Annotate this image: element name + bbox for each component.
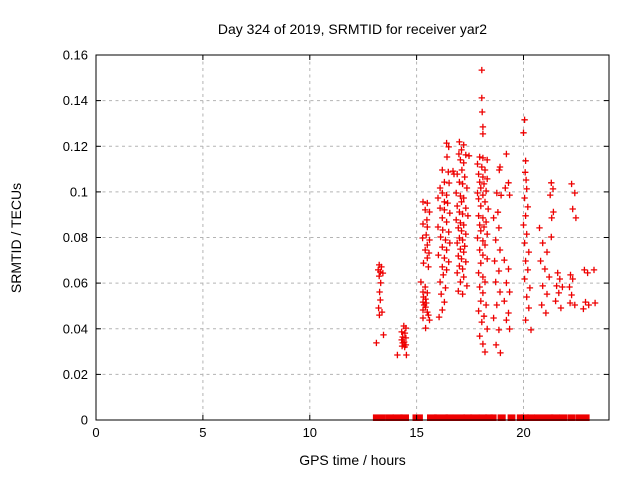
zero-value-marker-block: [583, 414, 590, 421]
zero-value-marker-block: [412, 414, 423, 421]
x-tick-label: 20: [516, 425, 530, 440]
zero-value-marker-block: [392, 414, 403, 421]
zero-value-marker-block: [567, 414, 576, 421]
zero-value-marker-block: [485, 414, 493, 421]
y-tick-label: 0: [81, 413, 88, 428]
y-tick-label: 0.14: [63, 93, 88, 108]
zero-value-marker-block: [526, 414, 535, 421]
y-tick-label: 0.1: [70, 184, 88, 199]
y-tick-label: 0.02: [63, 367, 88, 382]
y-tick-label: 0.06: [63, 276, 88, 291]
zero-value-marker-block: [490, 414, 497, 421]
zero-value-marker-block: [507, 414, 516, 421]
zero-value-marker-block: [497, 414, 506, 421]
zero-value-marker-block: [452, 414, 465, 421]
y-tick-label: 0.04: [63, 321, 88, 336]
y-axis-label: SRMTID / TECUs: [8, 182, 24, 294]
zero-value-marker-block: [478, 414, 488, 421]
zero-value-marker-block: [433, 414, 448, 421]
zero-value-marker-block: [575, 414, 584, 421]
x-tick-label: 10: [303, 425, 317, 440]
zero-value-marker-block: [534, 414, 554, 421]
zero-value-marker-block: [550, 414, 560, 421]
x-tick-label: 5: [199, 425, 206, 440]
zero-value-marker-block: [400, 414, 409, 421]
zero-value-marker-block: [520, 414, 529, 421]
zero-value-marker-block: [427, 414, 437, 421]
scatter-plus-markers: [373, 66, 599, 359]
y-tick-label: 0.08: [63, 230, 88, 245]
zero-value-marker-block: [385, 414, 394, 421]
zero-value-marker-block: [559, 414, 568, 421]
chart-title: Day 324 of 2019, SRMTID for receiver yar…: [217, 21, 488, 37]
x-tick-label: 0: [92, 425, 99, 440]
zero-value-marker-block: [372, 414, 386, 421]
zero-value-marker-block: [463, 414, 473, 421]
x-tick-label: 15: [409, 425, 423, 440]
y-tick-label: 0.16: [63, 48, 88, 63]
zero-value-marker-block: [445, 414, 454, 421]
y-tick-label: 0.12: [63, 139, 88, 154]
zero-value-marker-block: [470, 414, 480, 421]
zero-value-marker-block: [516, 414, 524, 421]
x-axis-label: GPS time / hours: [299, 452, 406, 468]
